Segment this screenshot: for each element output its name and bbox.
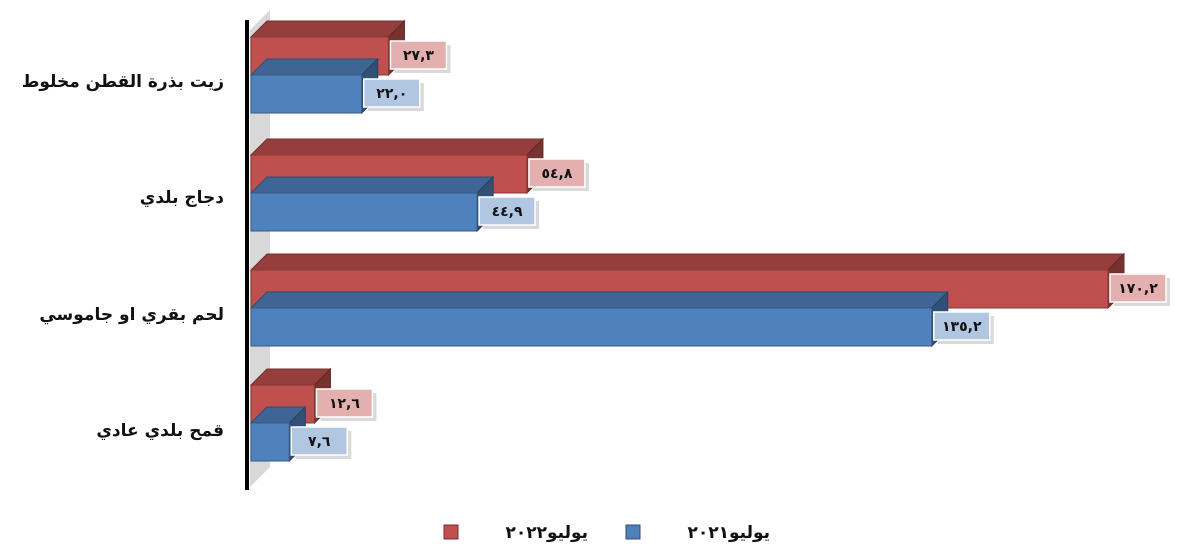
- bar-top-face: [249, 253, 1126, 271]
- value-label-text: ١٣٥,٢: [942, 319, 982, 335]
- value-label-2022-3: ١٢,٦: [315, 388, 377, 421]
- legend: يوليو٢٠٢١ يوليو٢٠٢٢: [443, 523, 770, 543]
- value-label-text: ٢٧,٣: [403, 48, 434, 64]
- legend-item: يوليو٢٠٢٢: [443, 523, 588, 543]
- legend-item: يوليو٢٠٢١: [625, 523, 770, 543]
- bar-front-face: [250, 74, 363, 114]
- value-label-text: ٧,٦: [308, 434, 331, 450]
- legend-label: يوليو٢٠٢٢: [505, 523, 588, 543]
- bar-2021-0: [249, 57, 379, 115]
- value-label-text: ١٢,٦: [329, 396, 360, 412]
- value-label-text: ٢٢,٠: [376, 86, 407, 102]
- bar-top-face: [249, 138, 545, 156]
- value-label-2021-0: ٢٢,٠: [363, 78, 424, 111]
- bar-front-face: [250, 422, 290, 462]
- value-label-text: ٤٤,٩: [492, 204, 523, 220]
- category-label: لحم بقري او جاموسي: [39, 305, 224, 325]
- legend-label: يوليو٢٠٢١: [687, 523, 770, 543]
- value-label-text: ١٧٠,٢: [1118, 281, 1158, 297]
- category-label: دجاج بلدي: [140, 188, 225, 208]
- value-label-text: ٥٤,٨: [541, 166, 572, 182]
- value-label-2021-2: ١٣٥,٢: [933, 311, 994, 344]
- bar-top-face: [249, 20, 406, 38]
- category-label: زيت بذرة القطن مخلوط: [22, 72, 224, 92]
- value-label-2022-2: ١٧٠,٢: [1109, 273, 1170, 306]
- bar-top-face: [249, 291, 949, 309]
- value-label-2021-1: ٤٤,٩: [478, 196, 540, 229]
- bar-front-face: [250, 307, 933, 347]
- bar-front-face: [250, 192, 478, 232]
- bar-2021-2: [249, 290, 949, 348]
- value-label-2022-0: ٢٧,٣: [389, 40, 451, 73]
- legend-swatch: [625, 524, 641, 540]
- value-label-2021-3: ٧,٦: [290, 426, 352, 459]
- chart-back-wall: [250, 10, 270, 487]
- legend-swatch: [443, 524, 459, 540]
- value-label-2022-1: ٥٤,٨: [528, 158, 589, 191]
- bar-top-face: [249, 58, 379, 76]
- bar-2021-1: [249, 175, 495, 233]
- bar-top-face: [249, 176, 495, 194]
- category-label: قمح بلدي عادي: [96, 421, 224, 441]
